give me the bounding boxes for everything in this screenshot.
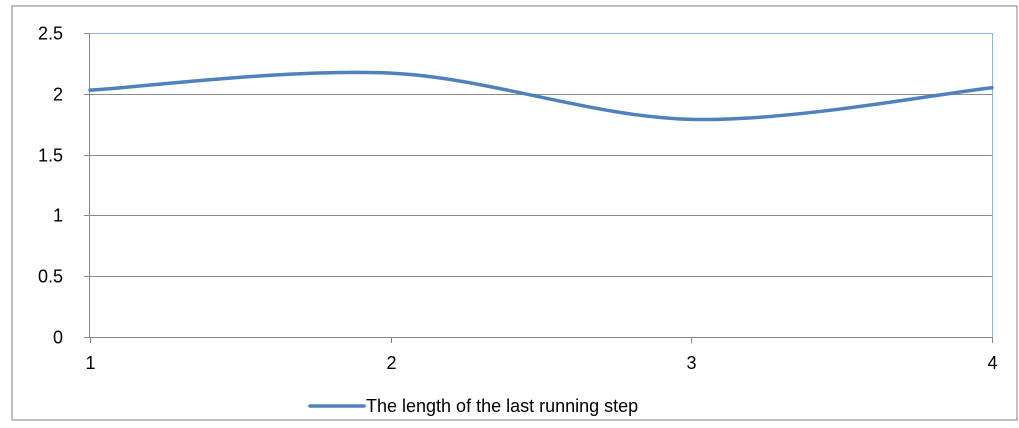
legend: The length of the last running step (308, 396, 638, 416)
legend-label: The length of the last running step (366, 396, 638, 416)
y-tick-label: 1.5 (38, 146, 63, 166)
x-tick-label: 3 (686, 353, 696, 373)
series-lines (88, 70, 994, 122)
y-tick-label: 0 (53, 328, 63, 348)
series-line (88, 70, 994, 122)
x-tick-label: 2 (386, 353, 396, 373)
gridlines (90, 33, 993, 337)
x-tick-label: 1 (85, 353, 95, 373)
axes (84, 33, 993, 343)
y-tick-label: 2.5 (38, 24, 63, 44)
y-tick-label: 2 (53, 85, 63, 105)
chart-area-border (11, 5, 1018, 421)
y-tick-label: 0.5 (38, 267, 63, 287)
y-tick-label: 1 (53, 206, 63, 226)
x-tick-label: 4 (987, 353, 997, 373)
tick-labels: 0 0.5 1 1.5 2 2.5 1 2 3 4 (38, 24, 998, 374)
